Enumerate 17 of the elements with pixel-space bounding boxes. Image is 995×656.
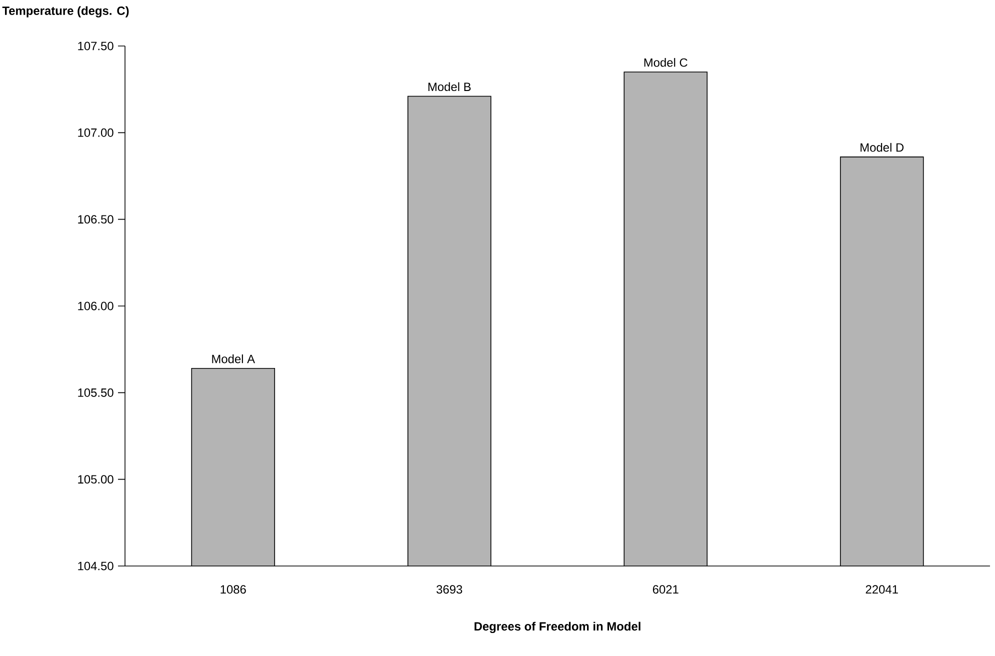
- x-tick-label: 6021: [652, 585, 678, 594]
- annotation: Model C: [644, 58, 688, 67]
- y-tick-label: 106.50: [78, 215, 114, 224]
- y-tick-label: 107.00: [78, 128, 114, 137]
- y-axis-title: Temperature (degs. C): [2, 6, 129, 18]
- x-axis-title: Degrees of Freedom in Model: [474, 622, 640, 634]
- y-tick-label: 107.50: [78, 42, 114, 50]
- y-tick-label: 105.00: [78, 475, 114, 484]
- y-tick-label: 105.50: [78, 388, 114, 397]
- annotation: Model B: [428, 82, 471, 92]
- y-tick-label: 106.00: [78, 302, 114, 310]
- x-tick-label: 1086: [220, 585, 246, 594]
- y-tick-label: 104.50: [78, 562, 114, 570]
- annotation: Model A: [212, 354, 256, 364]
- x-tick-label: 22041: [866, 585, 898, 594]
- x-tick-label: 3693: [436, 585, 462, 594]
- annotation: Model D: [860, 142, 904, 152]
